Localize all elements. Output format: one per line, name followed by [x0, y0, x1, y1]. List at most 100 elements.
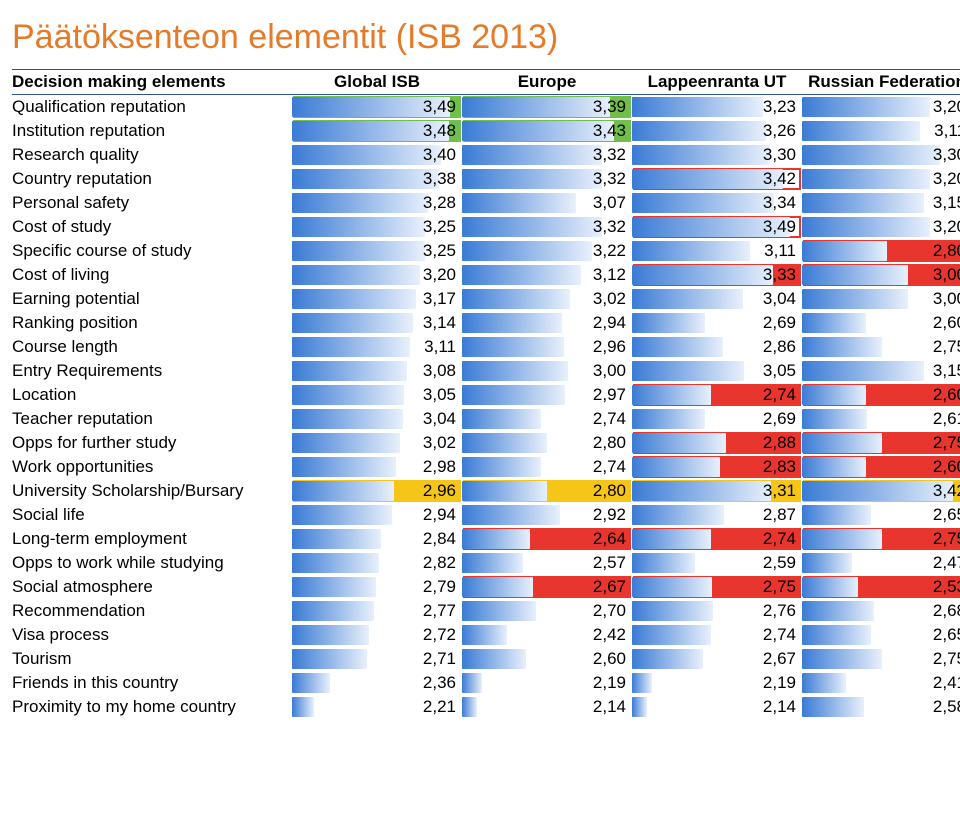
data-cell: 3,33	[632, 263, 802, 287]
data-cell: 2,42	[462, 623, 632, 647]
row-label: Earning potential	[12, 287, 292, 311]
data-cell: 3,08	[292, 359, 462, 383]
table-row: Specific course of study3,253,223,112,80	[12, 239, 960, 263]
row-label: Proximity to my home country	[12, 695, 292, 719]
row-label: Recommendation	[12, 599, 292, 623]
data-cell: 2,19	[462, 671, 632, 695]
data-cell: 2,59	[632, 551, 802, 575]
data-cell: 3,42	[632, 167, 802, 191]
table-row: Country reputation3,383,323,423,20	[12, 167, 960, 191]
row-label: Opps to work while studying	[12, 551, 292, 575]
data-cell: 2,84	[292, 527, 462, 551]
data-cell: 3,11	[292, 335, 462, 359]
data-cell: 2,75	[802, 431, 960, 455]
data-cell: 2,96	[462, 335, 632, 359]
data-cell: 3,22	[462, 239, 632, 263]
data-cell: 2,67	[632, 647, 802, 671]
row-label: Institution reputation	[12, 119, 292, 143]
data-cell: 3,15	[802, 191, 960, 215]
row-label: Entry Requirements	[12, 359, 292, 383]
row-label: Teacher reputation	[12, 407, 292, 431]
data-cell: 3,42	[802, 479, 960, 503]
data-cell: 2,96	[292, 479, 462, 503]
data-cell: 2,60	[462, 647, 632, 671]
table-row: Earning potential3,173,023,043,00	[12, 287, 960, 311]
data-cell: 2,82	[292, 551, 462, 575]
data-cell: 2,72	[292, 623, 462, 647]
row-label: Research quality	[12, 143, 292, 167]
data-cell: 3,30	[802, 143, 960, 167]
data-cell: 2,19	[632, 671, 802, 695]
table-row: Proximity to my home country2,212,142,14…	[12, 695, 960, 719]
col-header-value: Global ISB	[292, 70, 462, 95]
col-header-value: Russian Federation	[802, 70, 960, 95]
data-cell: 2,65	[802, 623, 960, 647]
table-row: Course length3,112,962,862,75	[12, 335, 960, 359]
data-cell: 2,53	[802, 575, 960, 599]
row-label: Tourism	[12, 647, 292, 671]
table-row: Qualification reputation3,493,393,233,20	[12, 95, 960, 120]
data-cell: 3,00	[802, 287, 960, 311]
data-cell: 3,26	[632, 119, 802, 143]
data-cell: 3,25	[292, 239, 462, 263]
data-cell: 3,02	[292, 431, 462, 455]
data-cell: 3,32	[462, 215, 632, 239]
data-cell: 2,74	[632, 527, 802, 551]
data-cell: 2,71	[292, 647, 462, 671]
data-cell: 2,65	[802, 503, 960, 527]
data-cell: 2,94	[292, 503, 462, 527]
data-cell: 3,14	[292, 311, 462, 335]
table-row: Opps to work while studying2,822,572,592…	[12, 551, 960, 575]
data-cell: 2,80	[462, 479, 632, 503]
data-cell: 3,32	[462, 167, 632, 191]
row-label: Friends in this country	[12, 671, 292, 695]
data-cell: 2,88	[632, 431, 802, 455]
data-cell: 2,67	[462, 575, 632, 599]
table-row: University Scholarship/Bursary2,962,803,…	[12, 479, 960, 503]
data-cell: 2,60	[802, 311, 960, 335]
table-row: Opps for further study3,022,802,882,75	[12, 431, 960, 455]
row-label: Social life	[12, 503, 292, 527]
data-cell: 2,74	[632, 383, 802, 407]
row-label: Personal safety	[12, 191, 292, 215]
data-cell: 2,69	[632, 407, 802, 431]
data-cell: 3,04	[292, 407, 462, 431]
data-cell: 3,11	[632, 239, 802, 263]
table-row: Friends in this country2,362,192,192,41	[12, 671, 960, 695]
data-cell: 2,69	[632, 311, 802, 335]
table-row: Social atmosphere2,792,672,752,53	[12, 575, 960, 599]
data-cell: 2,86	[632, 335, 802, 359]
data-cell: 2,21	[292, 695, 462, 719]
data-cell: 3,04	[632, 287, 802, 311]
row-label: Visa process	[12, 623, 292, 647]
row-label: Specific course of study	[12, 239, 292, 263]
row-label: Cost of living	[12, 263, 292, 287]
row-label: Ranking position	[12, 311, 292, 335]
table-row: Cost of study3,253,323,493,20	[12, 215, 960, 239]
data-cell: 2,97	[462, 383, 632, 407]
data-cell: 3,20	[292, 263, 462, 287]
data-cell: 2,75	[802, 647, 960, 671]
data-cell: 3,02	[462, 287, 632, 311]
data-cell: 2,74	[632, 623, 802, 647]
row-label: Course length	[12, 335, 292, 359]
table-row: Location3,052,972,742,60	[12, 383, 960, 407]
row-label: Social atmosphere	[12, 575, 292, 599]
data-cell: 3,07	[462, 191, 632, 215]
table-row: Recommendation2,772,702,762,68	[12, 599, 960, 623]
row-label: Cost of study	[12, 215, 292, 239]
data-cell: 2,98	[292, 455, 462, 479]
data-cell: 2,36	[292, 671, 462, 695]
data-cell: 2,75	[802, 527, 960, 551]
data-cell: 2,92	[462, 503, 632, 527]
data-cell: 3,17	[292, 287, 462, 311]
table-row: Institution reputation3,483,433,263,11	[12, 119, 960, 143]
table-row: Tourism2,712,602,672,75	[12, 647, 960, 671]
data-cell: 2,80	[802, 239, 960, 263]
data-cell: 2,57	[462, 551, 632, 575]
data-cell: 2,14	[632, 695, 802, 719]
data-cell: 3,40	[292, 143, 462, 167]
row-label: Qualification reputation	[12, 95, 292, 120]
data-cell: 3,49	[292, 95, 462, 120]
table-row: Ranking position3,142,942,692,60	[12, 311, 960, 335]
